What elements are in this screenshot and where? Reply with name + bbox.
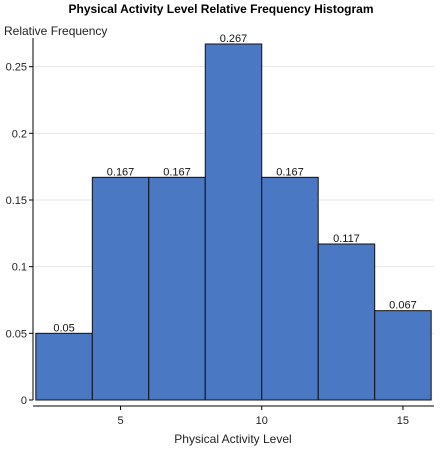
histogram-bar — [261, 176, 319, 401]
y-axis-title: Relative Frequency — [4, 24, 107, 38]
x-tick-label: 10 — [256, 415, 268, 427]
y-tick-label: 0 — [21, 395, 27, 407]
data-labels: 0.05 0.167 0.167 0.267 0.167 0.117 0.067 — [53, 33, 416, 334]
bar-value-label: 0.117 — [333, 233, 360, 245]
y-tick-label: 0.15 — [6, 195, 27, 207]
chart-title: Physical Activity Level Relative Frequen… — [68, 2, 373, 16]
histogram-bar — [204, 43, 263, 401]
y-tick-label: 0.2 — [12, 128, 27, 140]
y-tick-label: 0.1 — [12, 262, 27, 274]
histogram-bar — [374, 310, 432, 401]
histogram-bar — [317, 243, 376, 401]
bar-value-label: 0.05 — [53, 322, 74, 334]
histogram-bar — [91, 176, 150, 401]
bar-value-label: 0.167 — [163, 166, 191, 178]
histogram-bar — [148, 176, 206, 401]
x-tick-label: 15 — [397, 415, 409, 427]
bars — [35, 43, 432, 401]
axes: 0 0.05 0.1 0.15 0.2 0.25 5 10 15 — [6, 38, 434, 427]
y-tick-label: 0.05 — [6, 328, 27, 340]
y-tick-label: 0.25 — [6, 62, 27, 74]
bar-value-label: 0.067 — [389, 300, 417, 312]
histogram-bar — [35, 332, 93, 401]
bar-value-label: 0.167 — [276, 166, 304, 178]
bar-value-label: 0.167 — [107, 166, 135, 178]
x-tick-label: 5 — [117, 415, 123, 427]
x-axis-title: Physical Activity Level — [174, 432, 291, 446]
bar-value-label: 0.267 — [220, 33, 248, 45]
